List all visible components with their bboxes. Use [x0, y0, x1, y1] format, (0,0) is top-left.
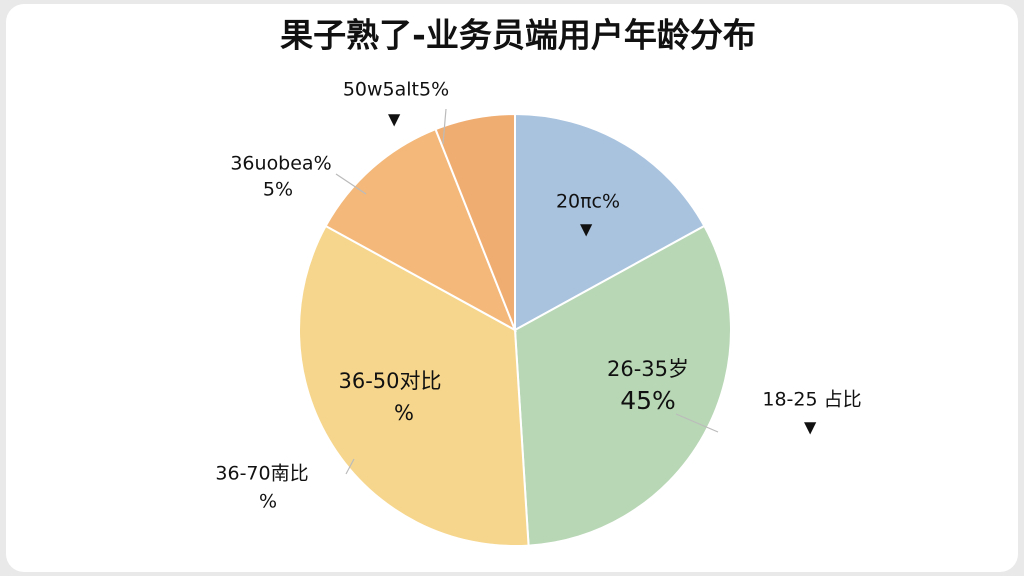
leader: [335, 173, 367, 195]
pointer: ▼: [804, 418, 817, 437]
pointer: ▼: [580, 220, 593, 239]
annotation: 36uobea%: [230, 153, 331, 175]
pie-slice: [513, 224, 732, 547]
leader: [442, 108, 447, 145]
pointers: ▼ ▼ ▼: [388, 110, 817, 437]
chart: 果子熟了-业务员端用户年龄分布 ▼ ▼ ▼ 50w5alt5% 36uobea% 5…: [215, 16, 862, 547]
annotation: 36-50对比: [338, 369, 441, 393]
annotation: 50w5alt5%: [343, 79, 449, 101]
leaders: [335, 108, 719, 475]
annotation: %: [394, 401, 414, 425]
annotation: 5%: [263, 179, 293, 201]
pie: [298, 112, 732, 547]
leader: [675, 413, 719, 433]
annotation: 36-70南比: [215, 463, 308, 485]
pointer: ▼: [388, 110, 401, 129]
annotation: %: [259, 491, 277, 513]
annotation: 18-25 占比: [762, 389, 861, 411]
leader: [345, 458, 355, 475]
annotation: 20πc%: [556, 191, 620, 213]
pie-slice: [324, 127, 517, 333]
pie-slice: [514, 112, 706, 332]
window: 果子熟了-业务员端用户年龄分布 ▼ ▼ ▼ 50w5alt5% 36uobea% 5…: [6, 4, 1018, 572]
chart-title: 果子熟了-业务员端用户年龄分布: [280, 16, 756, 55]
pie-slice: [434, 112, 516, 331]
annotation: 45%: [620, 386, 676, 415]
annotation: 26-35岁: [607, 357, 689, 381]
